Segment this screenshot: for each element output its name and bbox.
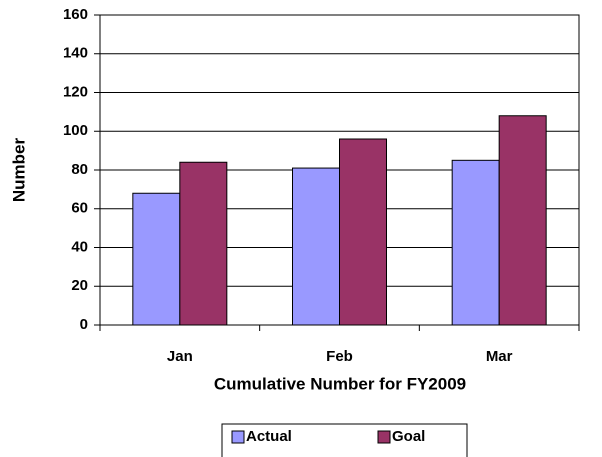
bar: [179, 161, 228, 326]
legend-swatch: [231, 430, 245, 444]
bar: [451, 159, 500, 326]
y-tick-label: 120: [63, 83, 88, 100]
x-axis-label: Cumulative Number for FY2009: [214, 374, 466, 393]
y-axis-label: Number: [9, 138, 28, 203]
bar: [292, 167, 340, 326]
y-tick-label: 80: [71, 161, 88, 178]
x-tick-label: Jan: [167, 348, 193, 365]
legend-swatch: [377, 430, 391, 444]
y-tick-label: 160: [63, 6, 88, 23]
y-tick-label: 20: [71, 277, 88, 294]
y-tick-label: 140: [63, 45, 88, 62]
y-tick-label: 100: [63, 122, 88, 139]
legend-box: [221, 423, 468, 457]
y-tick-label: 0: [80, 316, 88, 333]
bar: [339, 138, 387, 326]
x-tick-label: Mar: [486, 348, 513, 365]
y-tick-label: 40: [71, 238, 88, 255]
y-tick-label: 60: [71, 200, 88, 217]
x-tick-label: Feb: [326, 348, 353, 365]
bar: [132, 192, 181, 326]
bar: [498, 115, 547, 326]
legend-label: Actual: [246, 428, 292, 445]
legend-label: Goal: [392, 428, 425, 445]
